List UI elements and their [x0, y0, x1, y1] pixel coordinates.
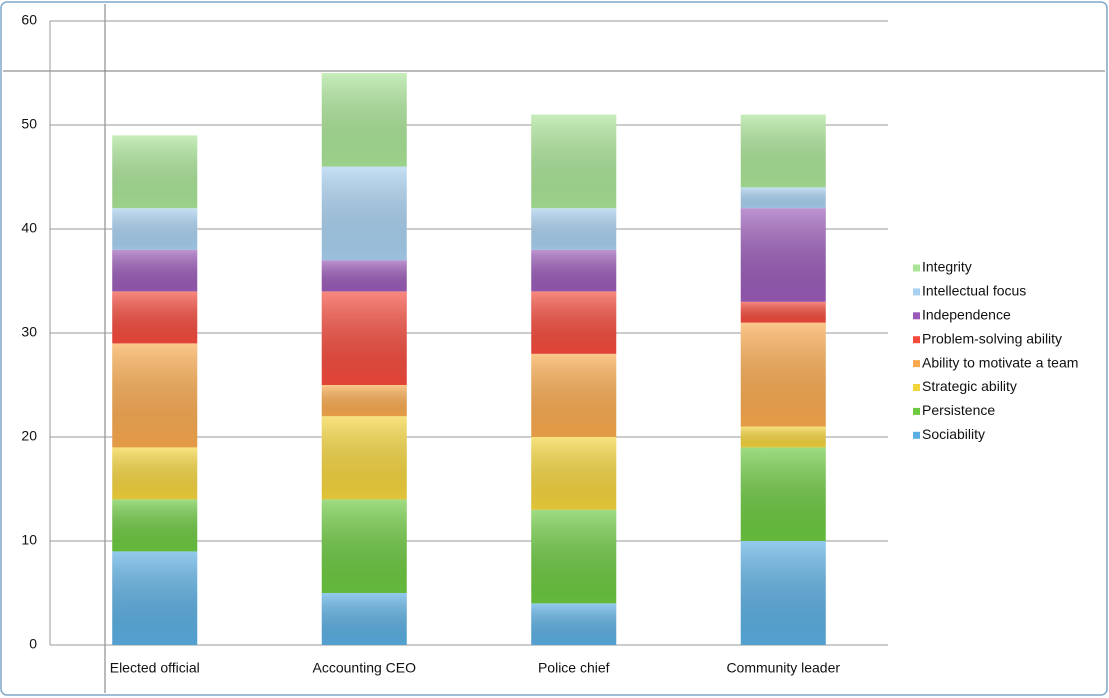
- bar-shade: [740, 447, 826, 541]
- bar-shade: [112, 551, 198, 645]
- y-tick-label: 50: [21, 116, 37, 132]
- bar-shade: [740, 322, 826, 427]
- legend-swatch: [913, 336, 920, 344]
- bar-shade: [321, 291, 407, 385]
- bar-shade: [740, 541, 826, 645]
- legend-label: Persistence: [922, 402, 995, 418]
- bar-shade: [531, 114, 617, 209]
- bar-shade: [531, 437, 617, 510]
- bar-shade: [321, 499, 407, 593]
- bar-shade: [321, 166, 407, 261]
- y-tick-label: 60: [21, 12, 37, 28]
- bar-shade: [112, 249, 198, 292]
- bar-shade: [740, 301, 826, 323]
- x-tick-label: Police chief: [538, 660, 610, 676]
- y-tick-label: 30: [21, 324, 37, 340]
- legend-swatch: [913, 407, 920, 415]
- legend-swatch: [913, 431, 920, 439]
- bar-shade: [740, 426, 826, 448]
- legend-label: Strategic ability: [922, 378, 1017, 394]
- legend-label: Independence: [922, 307, 1011, 323]
- bar-shade: [112, 499, 198, 552]
- legend-label: Integrity: [922, 259, 972, 275]
- bar-shade: [321, 416, 407, 500]
- bar-shade: [112, 343, 198, 448]
- bar-shade: [112, 208, 198, 250]
- bar-shade: [531, 509, 617, 604]
- bar-shade: [531, 353, 617, 437]
- x-tick-label: Elected official: [110, 660, 200, 676]
- x-tick-label: Accounting CEO: [313, 660, 417, 676]
- bar-shade: [740, 187, 826, 209]
- legend-label: Problem-solving ability: [922, 330, 1062, 346]
- legend-swatch: [913, 312, 920, 320]
- legend-label: Intellectual focus: [922, 283, 1026, 299]
- bar-shade: [112, 291, 198, 344]
- bar-shade: [531, 291, 617, 354]
- bar-shade: [321, 593, 407, 645]
- legend-swatch: [913, 384, 920, 391]
- legend-swatch: [913, 264, 920, 272]
- bar-shade: [321, 260, 407, 292]
- legend-label: Ability to motivate a team: [922, 354, 1078, 370]
- legend-swatch: [913, 360, 920, 368]
- y-tick-label: 40: [21, 220, 37, 236]
- bar-shade: [531, 603, 617, 645]
- bar-shade: [321, 73, 407, 167]
- y-tick-label: 0: [29, 636, 37, 652]
- x-tick-label: Community leader: [726, 660, 840, 676]
- bar-shade: [740, 114, 826, 188]
- y-tick-label: 10: [21, 532, 37, 548]
- legend-swatch: [913, 288, 920, 296]
- bar-shade: [321, 385, 407, 417]
- bar-shade: [112, 447, 198, 500]
- bar-shade: [112, 135, 198, 209]
- y-tick-label: 20: [21, 428, 37, 444]
- bar-shade: [740, 208, 826, 302]
- bar-shade: [531, 208, 617, 250]
- legend-label: Sociability: [922, 426, 985, 442]
- bar-shade: [531, 249, 617, 292]
